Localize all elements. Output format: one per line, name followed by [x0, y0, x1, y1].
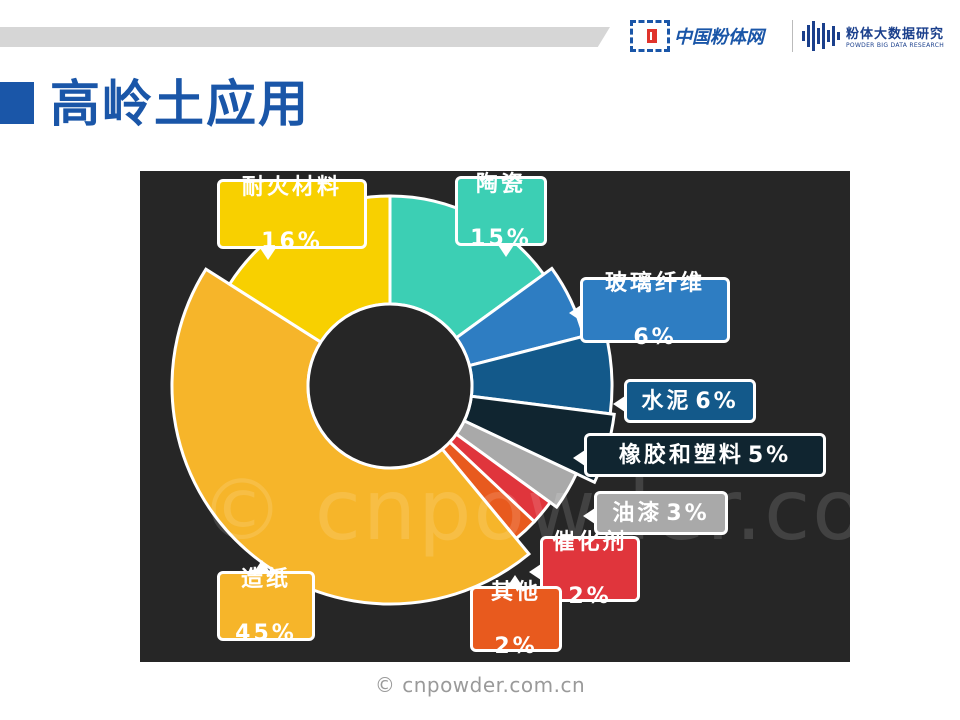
data-label-4: 油漆 3%: [583, 491, 728, 535]
data-label-name: 水泥: [641, 388, 692, 414]
data-label-value: 6%: [633, 324, 677, 350]
label-pointer: [254, 560, 270, 572]
label-pointer: [260, 248, 276, 260]
title-marker: [0, 82, 34, 124]
label-pointer: [529, 564, 541, 580]
label-pointer: [573, 450, 585, 466]
data-label-value: 6%: [695, 388, 739, 414]
donut-hole: [306, 302, 474, 470]
data-label-value: 2%: [494, 633, 538, 659]
label-pointer: [498, 245, 514, 257]
data-label-6: 其他 2%: [470, 575, 562, 659]
big-data-logo-subtext: POWDER BIG DATA RESEARCH: [846, 42, 945, 49]
data-label-value: 45%: [235, 620, 297, 646]
data-label-0: 陶瓷 15%: [455, 172, 547, 257]
label-pointer: [569, 305, 581, 321]
data-label-3: 橡胶和塑料 5%: [573, 433, 826, 477]
header-stripe: [0, 27, 610, 47]
data-label-1: 玻璃纤维 6%: [569, 271, 730, 350]
data-label-name: 油漆: [612, 500, 663, 526]
data-label-name: 耐火材料: [241, 174, 342, 200]
data-label-8: 耐火材料 16%: [217, 175, 367, 260]
big-data-logo: 粉体大数据研究 POWDER BIG DATA RESEARCH: [802, 16, 944, 56]
data-label-name: 陶瓷: [475, 171, 526, 197]
page-title: 高岭土应用: [50, 75, 310, 133]
bar-chart-icon: [802, 21, 840, 51]
data-label-value: 3%: [666, 500, 710, 526]
data-label-value: 5%: [747, 442, 792, 468]
data-label-7: 造纸 45%: [217, 560, 315, 646]
footer-copyright: © cnpowder.com.cn: [374, 673, 586, 697]
cnpowder-logo-text: 中国粉体网: [674, 27, 764, 48]
data-label-name: 催化剂: [552, 529, 628, 555]
data-label-name: 橡胶和塑料: [618, 442, 744, 468]
label-pointer: [613, 396, 625, 412]
donut-chart: © cnpowder.com.cn 陶瓷15%玻璃纤维6%水泥6%橡胶和塑料5%…: [140, 171, 960, 662]
cnpowder-logo-icon: [630, 20, 670, 52]
big-data-logo-text: 粉体大数据研究: [846, 27, 945, 42]
logo-divider: [792, 20, 793, 52]
data-label-2: 水泥 6%: [613, 379, 756, 423]
data-label-name: 玻璃纤维: [604, 270, 705, 296]
data-label-value: 2%: [568, 583, 612, 609]
cnpowder-logo: 中国粉体网: [630, 16, 764, 56]
label-pointer: [507, 575, 523, 587]
label-pointer: [583, 508, 595, 524]
